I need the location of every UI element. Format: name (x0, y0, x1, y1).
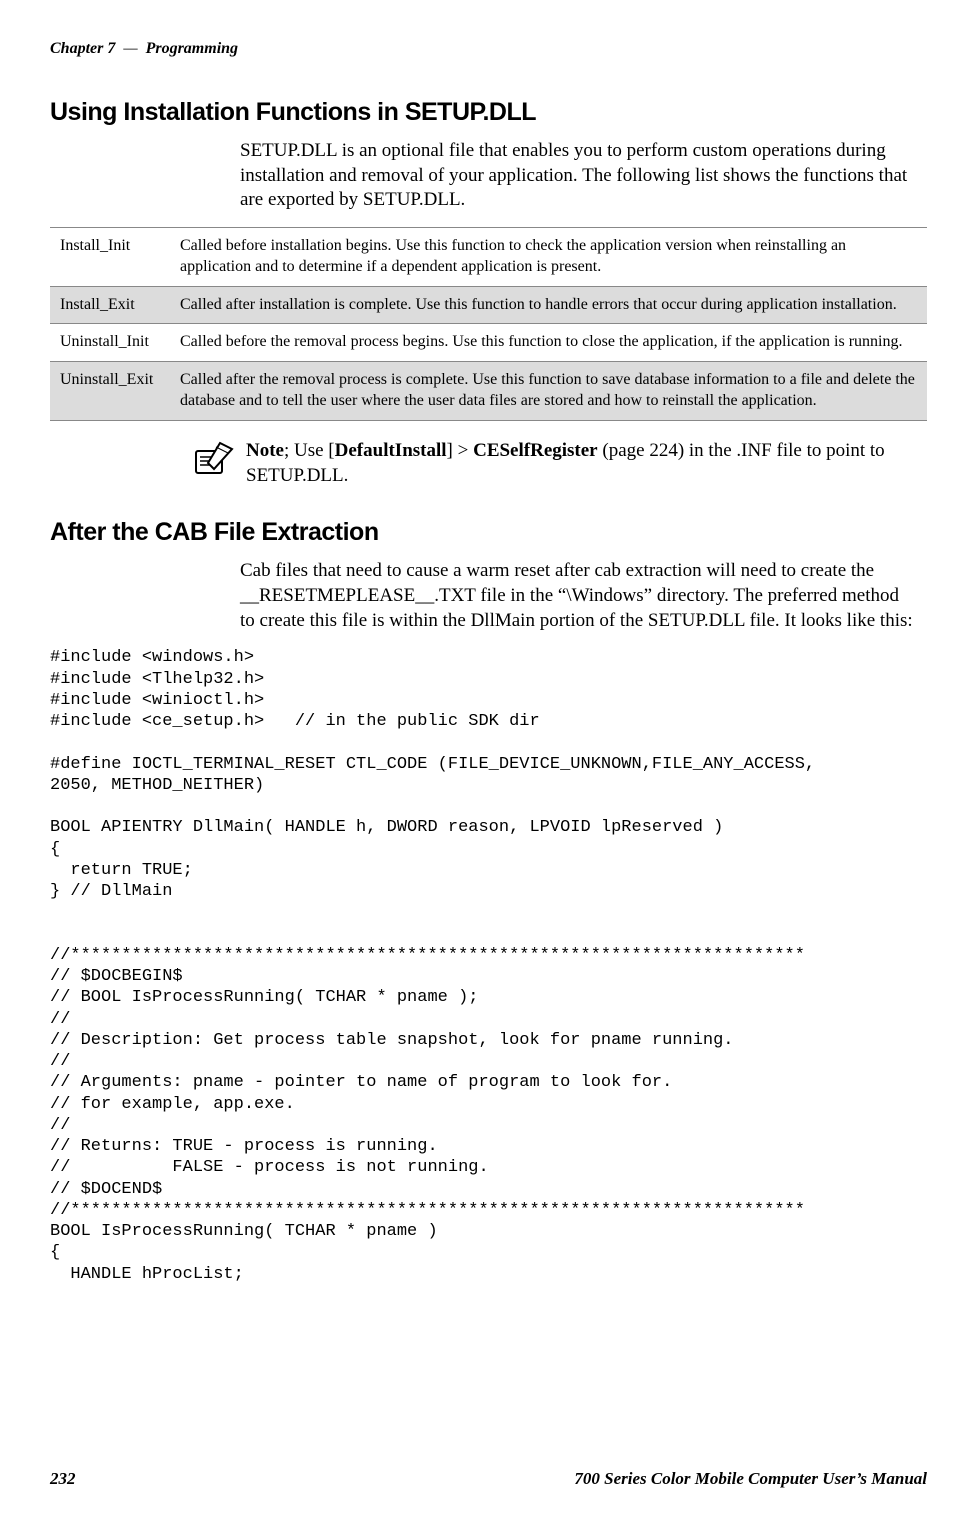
func-name: Uninstall_Init (50, 324, 170, 362)
setup-functions-table: Install_Init Called before installation … (50, 227, 927, 421)
table-row: Install_Exit Called after installation i… (50, 286, 927, 324)
func-desc: Called before installation begins. Use t… (170, 228, 927, 287)
table-row: Uninstall_Init Called before the removal… (50, 324, 927, 362)
func-desc: Called after the removal process is comp… (170, 362, 927, 421)
func-desc: Called after installation is complete. U… (170, 286, 927, 324)
header-topic: Programming (146, 40, 238, 58)
note-text: Note; Use [DefaultInstall] > CESelfRegis… (246, 439, 927, 488)
page-header: Chapter 7 — Programming (50, 40, 927, 58)
section-para-setup-dll: SETUP.DLL is an optional file that enabl… (240, 139, 917, 213)
table-row: Uninstall_Exit Called after the removal … (50, 362, 927, 421)
header-chapter: Chapter 7 (50, 40, 115, 58)
note-mid: ] > (447, 440, 474, 461)
section-para-cab-extraction: Cab files that need to cause a warm rese… (240, 559, 917, 633)
note-icon (190, 439, 238, 484)
func-desc: Called before the removal process begins… (170, 324, 927, 362)
code-block: #include <windows.h> #include <Tlhelp32.… (50, 647, 927, 1285)
table-row: Install_Init Called before installation … (50, 228, 927, 287)
note-block: Note; Use [DefaultInstall] > CESelfRegis… (190, 439, 927, 488)
manual-title: 700 Series Color Mobile Computer User’s … (574, 1469, 927, 1489)
func-name: Install_Init (50, 228, 170, 287)
header-dash: — (123, 40, 137, 58)
func-name: Install_Exit (50, 286, 170, 324)
note-prefix: ; Use [ (284, 440, 335, 461)
note-ceself: CESelfRegister (473, 440, 598, 461)
func-name: Uninstall_Exit (50, 362, 170, 421)
section-title-cab-extraction: After the CAB File Extraction (50, 518, 927, 547)
note-label: Note (246, 440, 284, 461)
note-default-install: DefaultInstall (335, 440, 447, 461)
section-title-setup-dll: Using Installation Functions in SETUP.DL… (50, 98, 927, 127)
page-number: 232 (50, 1469, 76, 1489)
page-footer: 232 700 Series Color Mobile Computer Use… (50, 1469, 927, 1489)
